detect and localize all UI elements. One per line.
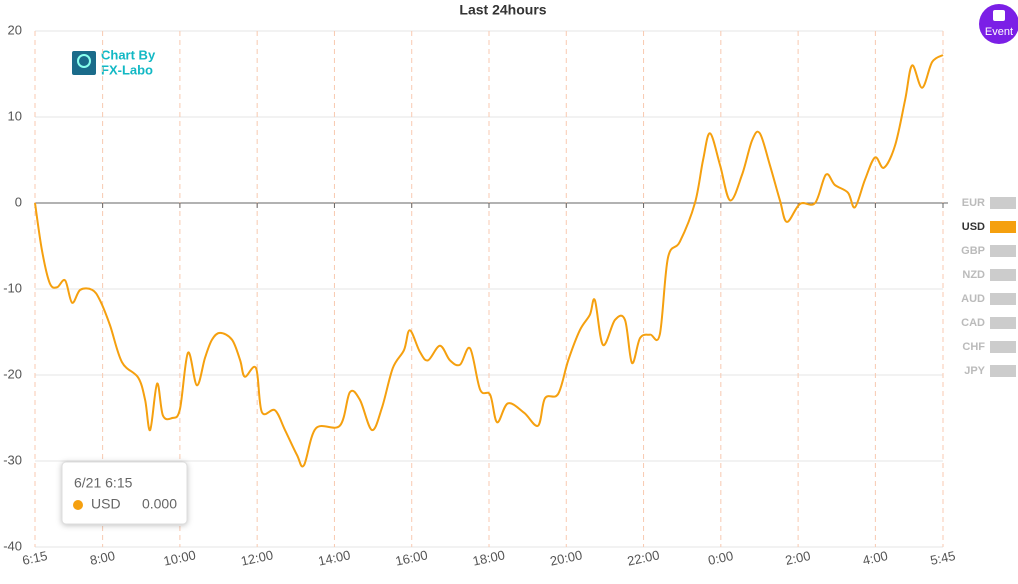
x-tick-label: 0:00 bbox=[707, 548, 735, 568]
x-tick-label: 16:00 bbox=[394, 547, 429, 568]
logo-text: Chart By bbox=[101, 47, 156, 62]
y-tick-label: 20 bbox=[8, 22, 22, 37]
legend-label: GBP bbox=[961, 245, 985, 257]
legend-label: EUR bbox=[962, 197, 985, 209]
legend-label: CAD bbox=[961, 317, 985, 329]
event-button[interactable]: Event bbox=[979, 4, 1018, 44]
legend-swatch[interactable] bbox=[990, 269, 1016, 281]
y-tick-label: 10 bbox=[8, 108, 22, 123]
x-tick-label: 10:00 bbox=[162, 547, 197, 568]
logo: Chart By FX-Labo bbox=[72, 47, 156, 77]
logo-icon bbox=[77, 54, 91, 68]
legend-swatch[interactable] bbox=[990, 365, 1016, 377]
legend-swatch[interactable] bbox=[990, 245, 1016, 257]
tooltip-value: 0.000 bbox=[142, 496, 177, 512]
event-icon bbox=[993, 10, 1005, 21]
line-series bbox=[34, 54, 944, 468]
event-label: Event bbox=[985, 26, 1013, 38]
tooltip-title: 6/21 6:15 bbox=[74, 475, 133, 491]
y-tick-label: -40 bbox=[3, 538, 22, 553]
y-tick-label: -30 bbox=[3, 452, 22, 467]
y-tick-label: 0 bbox=[15, 194, 22, 209]
event-button-bg[interactable] bbox=[979, 4, 1018, 44]
y-tick-label: -10 bbox=[3, 280, 22, 295]
tooltip-series: USD bbox=[91, 496, 121, 512]
tooltip-box bbox=[61, 461, 188, 525]
logo-icon bbox=[72, 51, 96, 75]
tooltip-marker bbox=[73, 500, 83, 510]
legend-swatch[interactable] bbox=[990, 197, 1016, 209]
x-tick-label: 2:00 bbox=[784, 548, 812, 568]
tooltip: 6/21 6:15 USD 0.000 bbox=[61, 461, 188, 525]
legend-swatch[interactable] bbox=[990, 317, 1016, 329]
x-tick-label: 14:00 bbox=[317, 547, 352, 568]
legend-label: CHF bbox=[962, 341, 985, 353]
x-tick-label: 5:45 bbox=[929, 548, 957, 568]
x-tick-label: 6:15 bbox=[21, 548, 49, 568]
legend-swatch[interactable] bbox=[990, 221, 1016, 233]
legend-swatch[interactable] bbox=[990, 341, 1016, 353]
legend-label: AUD bbox=[961, 293, 985, 305]
x-tick-label: 4:00 bbox=[861, 548, 889, 568]
x-tick-label: 12:00 bbox=[239, 547, 274, 568]
x-tick-label: 18:00 bbox=[471, 547, 506, 568]
x-tick-label: 20:00 bbox=[549, 547, 584, 568]
legend-swatch[interactable] bbox=[990, 293, 1016, 305]
x-tick-label: 22:00 bbox=[626, 547, 661, 568]
x-tick-label: 8:00 bbox=[88, 548, 116, 568]
legend-label: NZD bbox=[962, 269, 985, 281]
legend-label: USD bbox=[962, 221, 985, 233]
chart-title: Last 24hours bbox=[459, 2, 546, 18]
logo-text: FX-Labo bbox=[101, 62, 153, 77]
legend-label: JPY bbox=[964, 365, 985, 377]
y-tick-label: -20 bbox=[3, 366, 22, 381]
